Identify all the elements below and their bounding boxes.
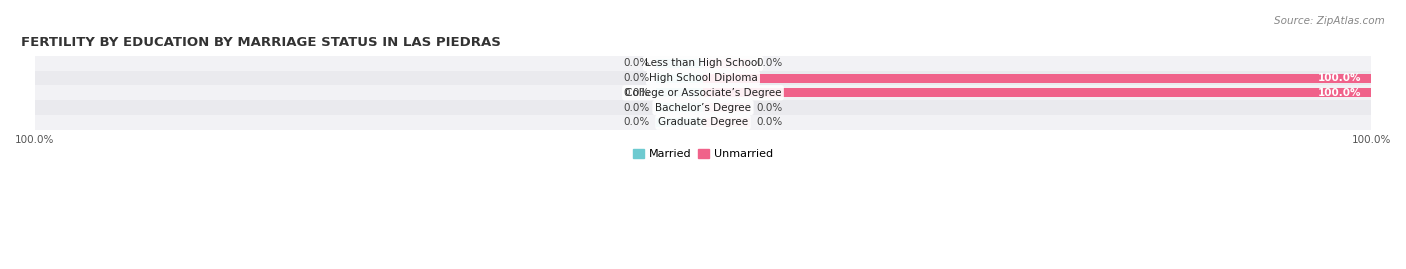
Bar: [657, 59, 703, 68]
Bar: [35, 71, 1371, 86]
Text: High School Diploma: High School Diploma: [648, 73, 758, 83]
Bar: [35, 86, 1371, 100]
Text: Graduate Degree: Graduate Degree: [658, 117, 748, 127]
Bar: [35, 100, 1371, 115]
Text: Less than High School: Less than High School: [645, 58, 761, 68]
Bar: [657, 118, 703, 127]
Bar: [703, 118, 749, 127]
Bar: [703, 88, 1371, 97]
Bar: [703, 59, 749, 68]
Text: 0.0%: 0.0%: [623, 73, 650, 83]
Bar: [657, 73, 703, 83]
Bar: [657, 88, 703, 97]
Text: Bachelor’s Degree: Bachelor’s Degree: [655, 102, 751, 112]
Text: College or Associate’s Degree: College or Associate’s Degree: [624, 88, 782, 98]
Text: 0.0%: 0.0%: [623, 102, 650, 112]
Text: 0.0%: 0.0%: [756, 102, 783, 112]
Bar: [703, 103, 749, 112]
Text: 0.0%: 0.0%: [756, 58, 783, 68]
Text: 100.0%: 100.0%: [1317, 73, 1361, 83]
Bar: [35, 56, 1371, 71]
Text: FERTILITY BY EDUCATION BY MARRIAGE STATUS IN LAS PIEDRAS: FERTILITY BY EDUCATION BY MARRIAGE STATU…: [21, 36, 501, 49]
Bar: [703, 73, 1371, 83]
Text: 0.0%: 0.0%: [623, 88, 650, 98]
Text: 0.0%: 0.0%: [623, 58, 650, 68]
Text: Source: ZipAtlas.com: Source: ZipAtlas.com: [1274, 16, 1385, 26]
Bar: [657, 103, 703, 112]
Text: 0.0%: 0.0%: [623, 117, 650, 127]
Text: 0.0%: 0.0%: [756, 117, 783, 127]
Bar: [35, 115, 1371, 130]
Text: 100.0%: 100.0%: [1317, 88, 1361, 98]
Legend: Married, Unmarried: Married, Unmarried: [628, 144, 778, 164]
